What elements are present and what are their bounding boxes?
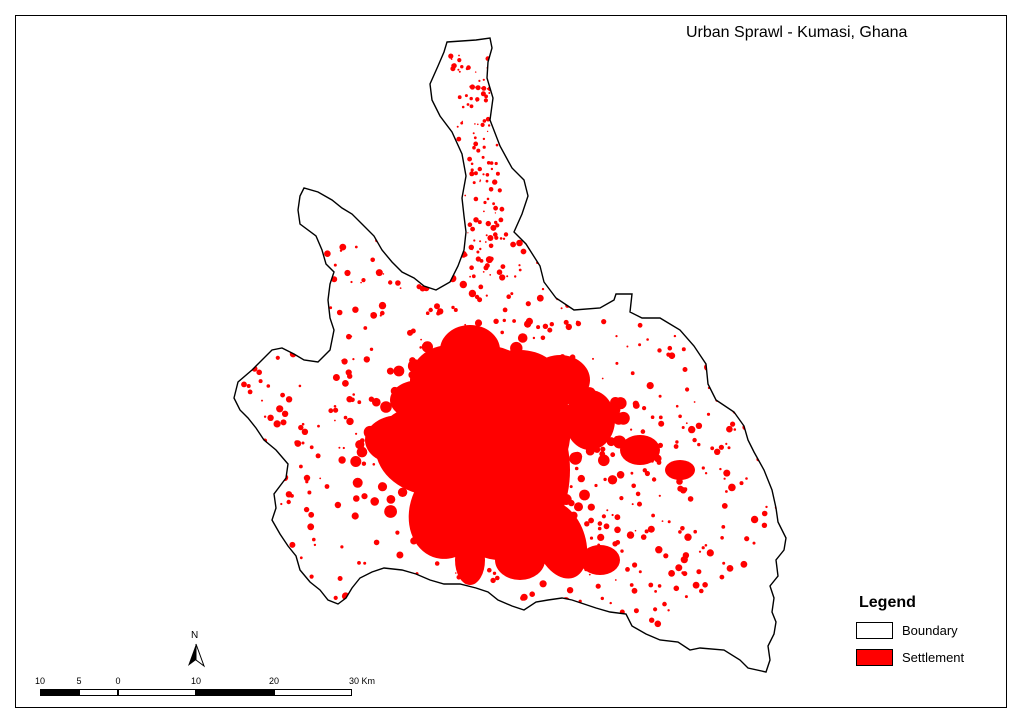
settlement-swatch xyxy=(856,649,893,666)
legend: Legend Boundary Settlement xyxy=(856,594,996,674)
settlement-layer xyxy=(234,53,786,660)
scale-tick-label: 10 xyxy=(190,676,202,686)
map-frame xyxy=(15,15,1007,708)
scale-tick-label: 30 Km xyxy=(348,676,376,686)
north-arrow-icon xyxy=(188,643,206,668)
scale-segment xyxy=(40,689,79,696)
scale-segment xyxy=(79,689,118,696)
north-arrow: N xyxy=(184,630,208,670)
boundary-swatch xyxy=(856,622,893,639)
district-boundary xyxy=(233,37,787,673)
scale-segment xyxy=(274,689,352,696)
legend-label-boundary: Boundary xyxy=(902,623,958,638)
north-label: N xyxy=(191,630,199,641)
map-title: Urban Sprawl - Kumasi, Ghana xyxy=(686,24,908,41)
legend-label-settlement: Settlement xyxy=(902,650,965,665)
scale-bar: 10 5 0 10 20 30 Km xyxy=(30,676,390,700)
scale-segment xyxy=(196,689,274,696)
legend-title: Legend xyxy=(859,594,916,611)
scale-tick-label: 10 xyxy=(34,676,46,686)
scale-tick-label: 20 xyxy=(268,676,280,686)
scale-tick-label: 0 xyxy=(115,676,121,686)
scale-segment xyxy=(118,689,196,696)
scale-tick-label: 5 xyxy=(76,676,82,686)
